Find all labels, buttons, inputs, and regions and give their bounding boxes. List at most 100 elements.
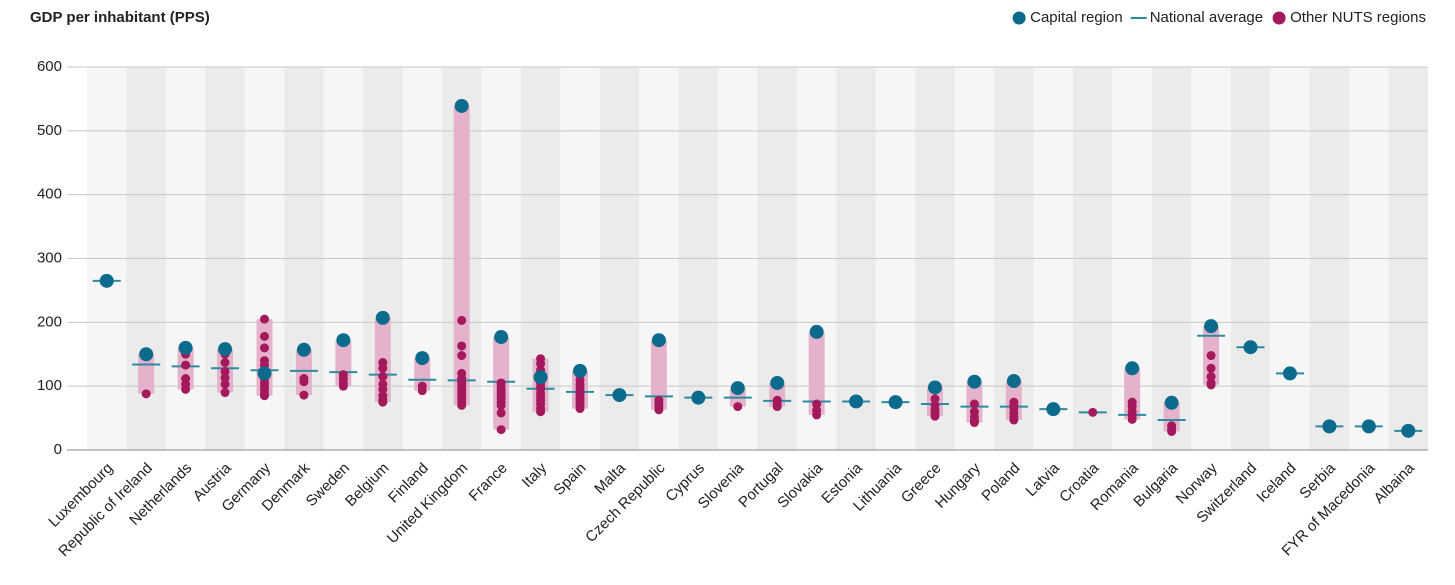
- region-dot: [457, 400, 467, 410]
- region-dot: [220, 379, 230, 389]
- legend-key: [1012, 11, 1026, 25]
- region-dot: [1206, 363, 1216, 373]
- region-dot: [1206, 351, 1216, 361]
- region-dot: [378, 397, 388, 407]
- region-dot: [299, 377, 309, 387]
- range-bar: [295, 349, 312, 396]
- capital-dot: [1322, 419, 1337, 434]
- capital-dot: [375, 310, 390, 325]
- capital-dot: [336, 333, 351, 348]
- capital-dot: [494, 330, 509, 345]
- range-bar: [414, 358, 431, 391]
- region-dot: [141, 389, 151, 399]
- capital-dot: [573, 363, 588, 378]
- y-tick-label: 600: [37, 58, 62, 75]
- range-bar: [453, 105, 470, 406]
- region-dot: [259, 343, 269, 353]
- region-dot: [1167, 426, 1177, 436]
- capital-dot: [1046, 402, 1061, 417]
- capital-dot: [809, 324, 824, 339]
- capital-dot: [770, 375, 785, 390]
- legend-label: Other NUTS regions: [1290, 9, 1426, 26]
- x-tick-label: Belgium: [342, 460, 392, 510]
- capital-dot: [1243, 340, 1258, 355]
- y-tick-label: 400: [37, 186, 62, 203]
- capital-dot: [1006, 374, 1021, 389]
- region-dot: [733, 402, 743, 412]
- capital-dot: [1361, 419, 1376, 434]
- region-dot: [220, 366, 230, 376]
- capital-dot: [967, 374, 982, 389]
- region-dot: [417, 386, 427, 396]
- y-tick-label: 0: [54, 441, 62, 458]
- region-dot: [1206, 372, 1216, 382]
- region-dot: [220, 358, 230, 368]
- region-dot: [338, 381, 348, 391]
- range-bar: [808, 331, 825, 415]
- capital-dot: [178, 340, 193, 355]
- capital-dot: [612, 388, 627, 403]
- capital-dot: [1282, 366, 1297, 381]
- region-dot: [1088, 407, 1098, 417]
- y-tick-label: 500: [37, 122, 62, 139]
- region-dot: [457, 351, 467, 361]
- region-dot: [181, 384, 191, 394]
- region-dot: [930, 394, 940, 404]
- region-dot: [1206, 380, 1216, 390]
- legend-key: [1272, 11, 1286, 25]
- y-tick-label: 300: [37, 249, 62, 266]
- legend-label: National average: [1150, 9, 1263, 26]
- chart-title: GDP per inhabitant (PPS): [30, 9, 210, 26]
- region-dot: [220, 373, 230, 383]
- capital-dot: [99, 273, 114, 288]
- region-dot: [220, 388, 230, 398]
- region-dot: [969, 399, 979, 409]
- capital-dot: [1401, 423, 1416, 438]
- capital-dot: [1164, 395, 1179, 410]
- capital-dot: [927, 380, 942, 395]
- region-dot: [536, 359, 546, 369]
- region-dot: [496, 400, 506, 410]
- capital-dot: [454, 98, 469, 113]
- capital-dot: [1125, 361, 1140, 376]
- region-dot: [299, 390, 309, 400]
- y-tick-label: 100: [37, 377, 62, 394]
- region-dot: [457, 315, 467, 325]
- region-dot: [1009, 415, 1019, 425]
- capital-dot: [533, 370, 548, 385]
- region-dot: [457, 341, 467, 351]
- capital-dot: [651, 333, 666, 348]
- capital-dot: [218, 342, 233, 357]
- region-dot: [378, 384, 388, 394]
- region-dot: [259, 314, 269, 324]
- region-dot: [1127, 414, 1137, 424]
- x-tick-label: Poland: [978, 460, 1023, 505]
- x-tick-label: Albaina: [1371, 459, 1419, 507]
- region-dot: [378, 363, 388, 373]
- region-dot: [654, 405, 664, 415]
- region-dot: [812, 410, 822, 420]
- capital-dot: [730, 381, 745, 396]
- region-dot: [496, 408, 506, 418]
- region-dot: [259, 391, 269, 401]
- x-tick-label: Spain: [550, 460, 589, 499]
- capital-dot: [1204, 319, 1219, 334]
- region-dot: [772, 402, 782, 412]
- capital-dot: [139, 347, 154, 362]
- x-tick-label: Bulgaria: [1130, 459, 1181, 510]
- x-tick-label: Italy: [519, 459, 551, 491]
- capital-dot: [888, 395, 903, 410]
- region-dot: [575, 404, 585, 414]
- region-dot: [378, 372, 388, 382]
- y-tick-label: 200: [37, 313, 62, 330]
- capital-dot: [415, 351, 430, 366]
- x-tick-label: France: [466, 460, 511, 505]
- x-tick-label: Iceland: [1253, 460, 1299, 506]
- region-dot: [496, 425, 506, 435]
- region-dot: [930, 411, 940, 421]
- region-dot: [969, 418, 979, 428]
- capital-dot: [849, 394, 864, 409]
- capital-dot: [257, 366, 272, 381]
- capital-dot: [296, 342, 311, 357]
